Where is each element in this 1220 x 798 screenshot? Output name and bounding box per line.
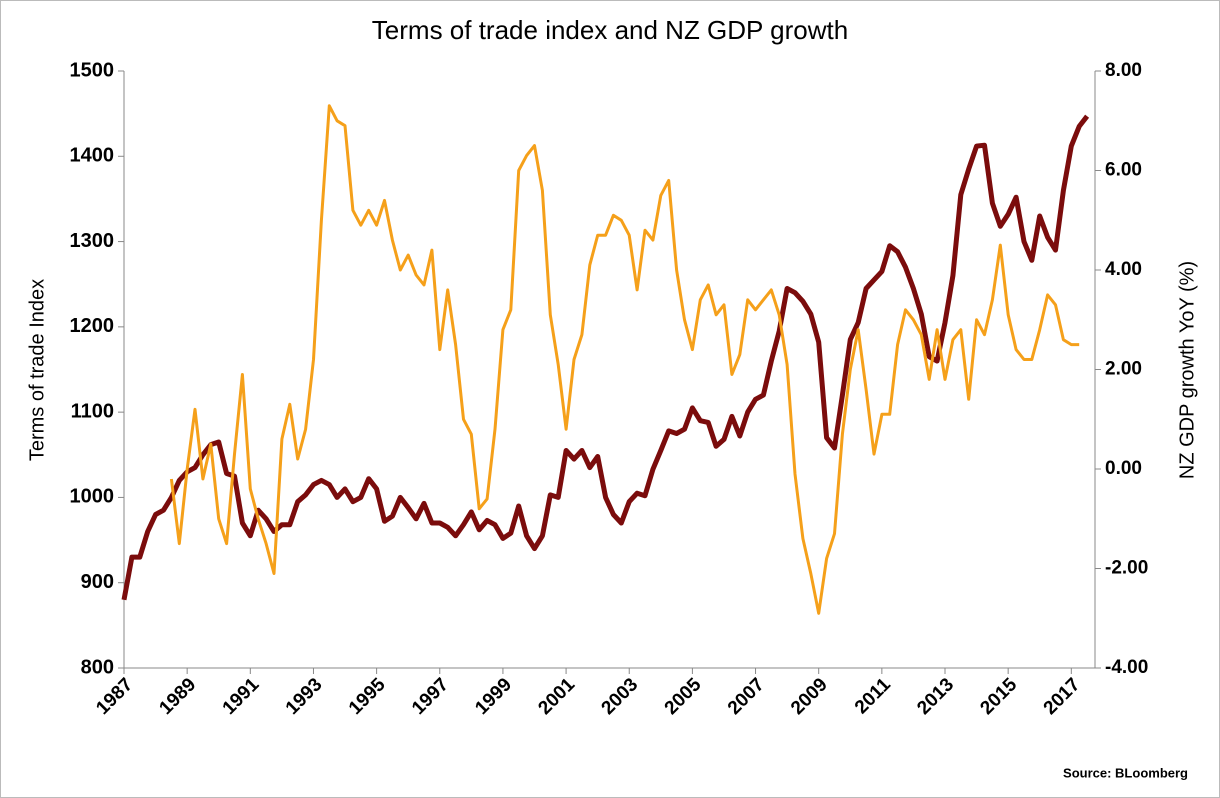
y-tick-label: 1000 xyxy=(70,486,115,508)
y2-tick-label: 2.00 xyxy=(1105,359,1142,380)
y-tick-label: 1200 xyxy=(70,315,115,337)
y-tick-label: 1300 xyxy=(70,230,115,252)
y2-tick-label: 4.00 xyxy=(1105,259,1142,280)
y-tick-label: 1500 xyxy=(70,59,115,81)
chart-title: Terms of trade index and NZ GDP growth xyxy=(372,15,848,45)
source-note: Source: BLoomberg xyxy=(1063,765,1188,780)
y2-tick-label: -4.00 xyxy=(1105,657,1148,678)
y-tick-label: 800 xyxy=(81,656,114,678)
y-tick-label: 1100 xyxy=(71,400,114,422)
y2-tick-label: -2.00 xyxy=(1105,558,1148,579)
y2-axis-label: NZ GDP growth YoY (%) xyxy=(1176,261,1198,479)
series-line xyxy=(121,114,1090,601)
y2-tick-label: 0.00 xyxy=(1105,458,1142,479)
y-axis-label: Terms of trade Index xyxy=(26,279,48,461)
series-line xyxy=(169,104,1080,615)
y2-tick-label: 6.00 xyxy=(1105,160,1142,181)
y-tick-label: 1400 xyxy=(70,145,115,167)
y2-tick-label: 8.00 xyxy=(1105,60,1142,81)
y-tick-label: 900 xyxy=(81,571,114,593)
